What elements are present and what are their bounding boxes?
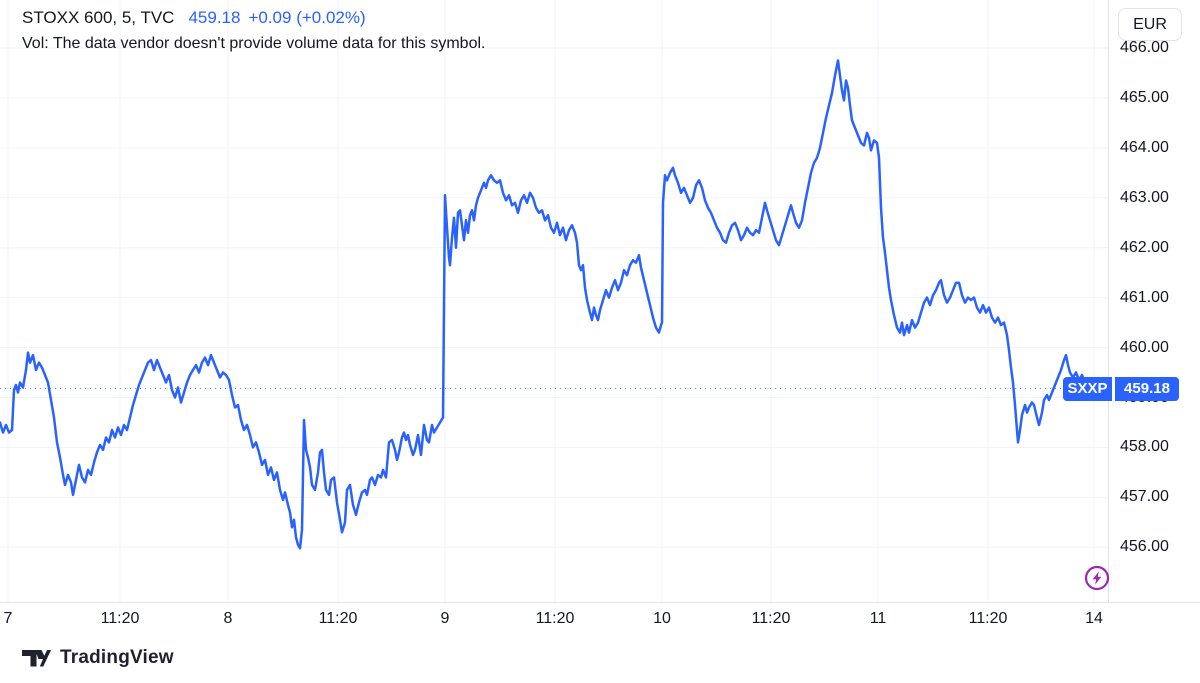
brand-name: TradingView	[60, 647, 174, 668]
price-axis-label: 464.00	[1120, 138, 1169, 156]
last-price-badge: SXXP 459.18	[1063, 376, 1179, 401]
time-axis[interactable]: 7 11:20 8 11:20 9 11:20 10 11:20 11 11:20 14	[0, 602, 1200, 641]
time-axis-label: 11:20	[100, 610, 140, 627]
price-axis-label: 458.00	[1120, 438, 1169, 456]
volume-unavailable-message: Vol: The data vendor doesn't provide vol…	[22, 35, 486, 52]
legend-price-change: +0.09 (+0.02%)	[248, 8, 366, 27]
legend-last-price: 459.18	[188, 8, 241, 27]
price-axis[interactable]: 466.00 465.00 464.00 463.00 462.00 461.00 460.…	[1108, 0, 1200, 602]
tradingview-logo-icon	[22, 649, 51, 666]
time-axis-label: 11	[869, 610, 887, 627]
chart-canvas[interactable]	[0, 0, 1108, 602]
price-axis-label: 462.00	[1120, 238, 1169, 256]
currency-button[interactable]: EUR	[1118, 8, 1182, 41]
time-axis-label: 11:20	[535, 610, 575, 627]
time-axis-label: 8	[223, 610, 233, 627]
lightning-icon[interactable]	[1084, 565, 1110, 591]
time-axis-label: 11:20	[751, 610, 791, 627]
tradingview-logo[interactable]: TradingView	[22, 647, 174, 669]
price-axis-label: 461.00	[1120, 288, 1169, 306]
price-axis-label: 456.00	[1120, 538, 1169, 556]
time-axis-label: 11:20	[318, 610, 358, 627]
symbol-title[interactable]: STOXX 600, 5, TVC	[22, 8, 175, 27]
price-axis-label: 465.00	[1120, 88, 1169, 106]
market-status-lightning	[1084, 565, 1110, 591]
price-chart[interactable]	[0, 0, 1108, 602]
time-axis-label: 7	[3, 610, 13, 627]
symbol-legend: STOXX 600, 5, TVC 459.18 +0.09 (+0.02%) Vo…	[22, 8, 485, 53]
price-line-series[interactable]	[0, 59, 1090, 550]
time-axis-label: 10	[653, 610, 671, 627]
price-axis-label: 463.00	[1120, 188, 1169, 206]
price-axis-label: 466.00	[1120, 39, 1169, 56]
price-badge-ticker: SXXP	[1063, 376, 1112, 401]
time-axis-label: 14	[1085, 610, 1103, 627]
time-axis-label: 9	[440, 610, 450, 627]
price-axis-label: 460.00	[1120, 338, 1169, 356]
price-axis-label: 457.00	[1120, 488, 1169, 506]
price-badge-value: 459.18	[1115, 376, 1179, 401]
time-axis-label: 11:20	[968, 610, 1008, 627]
